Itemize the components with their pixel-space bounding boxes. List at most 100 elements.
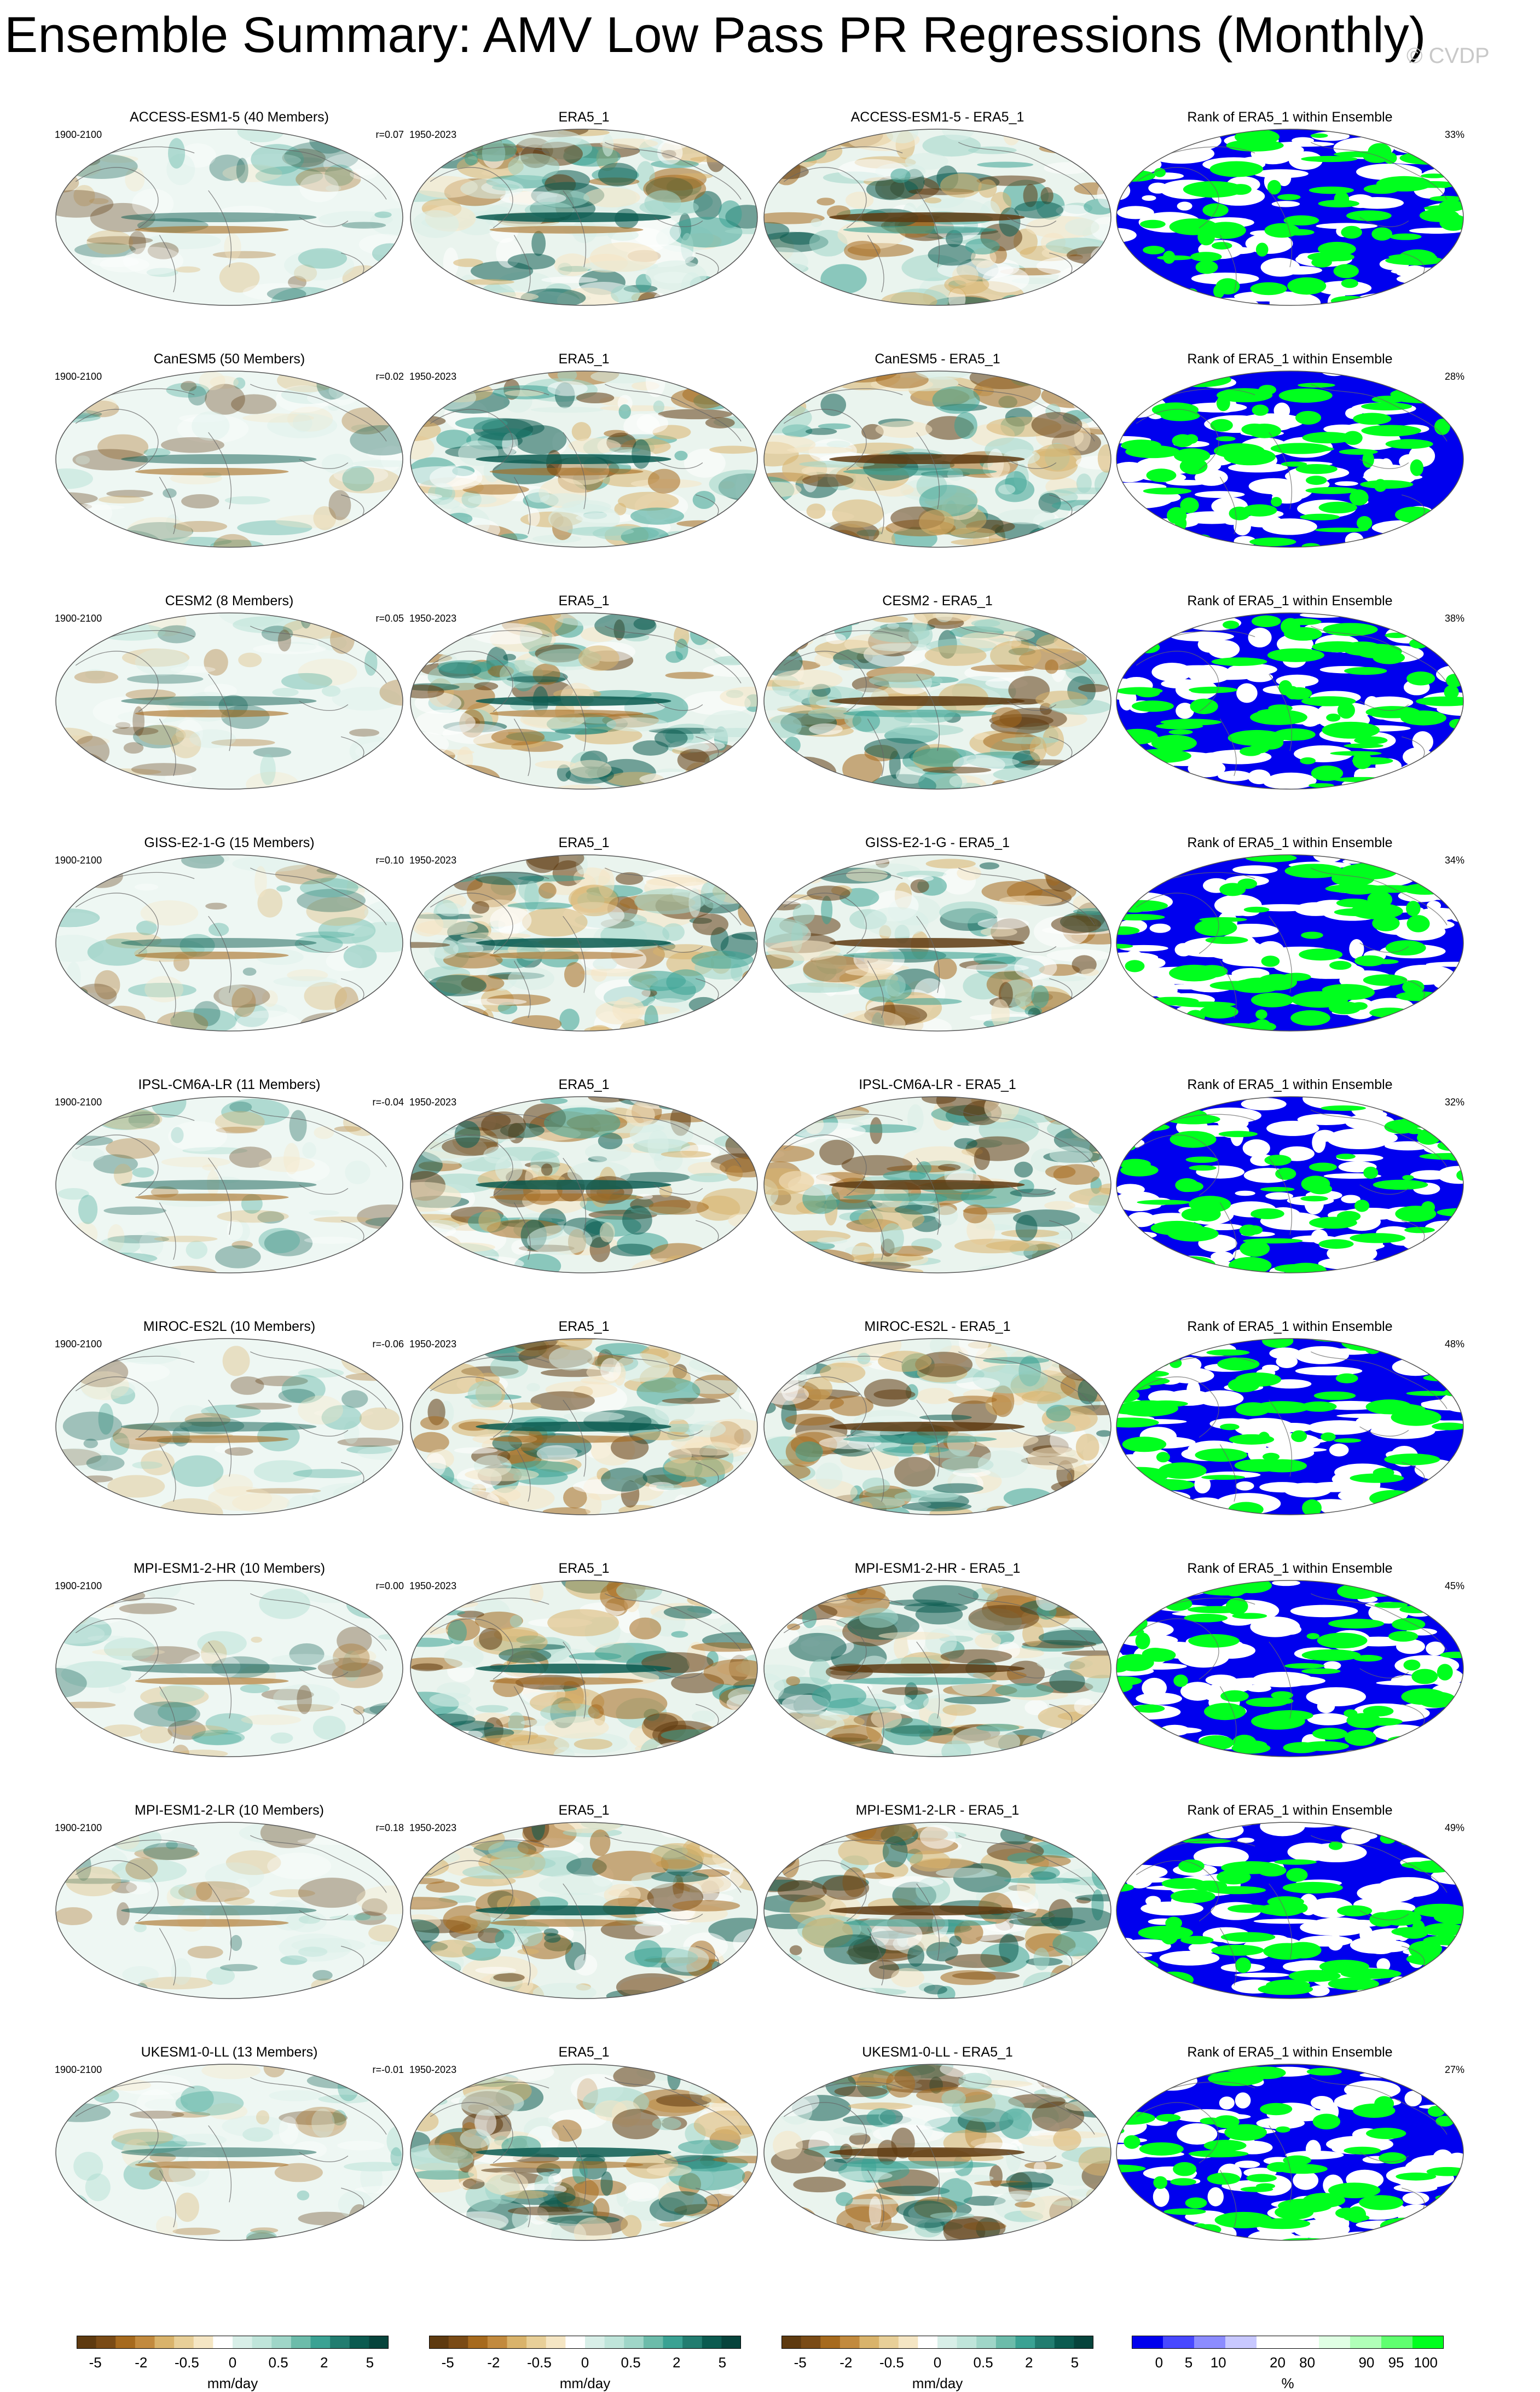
- panel-title: CESM2 (8 Members): [55, 593, 404, 609]
- panel-title: ERA5_1: [409, 1561, 759, 1577]
- colorbar-swatch: [194, 2336, 213, 2349]
- panel-title: Rank of ERA5_1 within Ensemble: [1115, 1803, 1464, 1818]
- colorbar-swatch: [1350, 2336, 1382, 2349]
- panel-title: GISS-E2-1-G (15 Members): [55, 835, 404, 851]
- panel-title: MIROC-ES2L - ERA5_1: [763, 1319, 1112, 1335]
- colorbar-swatch: [507, 2336, 527, 2349]
- colorbar-swatch: [233, 2336, 252, 2349]
- rank-map: [1115, 128, 1464, 306]
- colorbar-swatch: [721, 2336, 741, 2349]
- colorbar-swatch: [1132, 2336, 1163, 2349]
- panel-title: Rank of ERA5_1 within Ensemble: [1115, 1077, 1464, 1093]
- colorbar-tick-label: 80: [1299, 2354, 1315, 2371]
- colorbar-swatch: [781, 2336, 801, 2349]
- panel-title: GISS-E2-1-G - ERA5_1: [763, 835, 1112, 851]
- colorbar-tick-label: -5: [794, 2354, 807, 2371]
- rank-map: [1115, 1337, 1464, 1516]
- colorbar-swatches: [77, 2336, 389, 2349]
- colorbar-swatch: [840, 2336, 860, 2349]
- colorbar-swatch: [937, 2336, 957, 2349]
- panel-title: ERA5_1: [409, 1803, 759, 1818]
- colorbar-swatch: [1194, 2336, 1226, 2349]
- regression-map: [55, 1579, 404, 1758]
- colorbar-tick-label: -2: [135, 2354, 147, 2371]
- panel-title: Rank of ERA5_1 within Ensemble: [1115, 835, 1464, 851]
- rank-map: [1115, 1579, 1464, 1758]
- regression-map: [55, 612, 404, 790]
- colorbar-swatch: [1074, 2336, 1093, 2349]
- colorbar-swatch: [682, 2336, 702, 2349]
- colorbar-swatch: [96, 2336, 116, 2349]
- rank-map: [1115, 370, 1464, 548]
- panel-title: ERA5_1: [409, 109, 759, 125]
- colorbar-swatch: [1163, 2336, 1195, 2349]
- regression-map: [409, 1821, 759, 2000]
- panel-title: CanESM5 - ERA5_1: [763, 351, 1112, 367]
- panel-title: IPSL-CM6A-LR - ERA5_1: [763, 1077, 1112, 1093]
- colorbar-tick-label: 2: [673, 2354, 680, 2371]
- colorbar-swatch: [1055, 2336, 1074, 2349]
- colorbar-tick-label: -0.5: [879, 2354, 904, 2371]
- regression-map: [763, 128, 1112, 306]
- colorbar-tick-label: -0.5: [527, 2354, 552, 2371]
- panel-title: UKESM1-0-LL (13 Members): [55, 2045, 404, 2060]
- colorbar-swatches: [781, 2336, 1093, 2349]
- colorbar-tick-label: -0.5: [175, 2354, 199, 2371]
- panel-title: MPI-ESM1-2-LR - ERA5_1: [763, 1803, 1112, 1818]
- colorbar-swatch: [860, 2336, 879, 2349]
- regression-map: [55, 2063, 404, 2242]
- colorbar-tick-label: 100: [1414, 2354, 1438, 2371]
- colorbar-swatch: [918, 2336, 937, 2349]
- regression-map: [409, 1096, 759, 1274]
- rank-map: [1115, 612, 1464, 790]
- colorbar-tick-label: 2: [1025, 2354, 1033, 2371]
- colorbar-swatch: [976, 2336, 996, 2349]
- colorbar-unit: mm/day: [912, 2375, 963, 2392]
- panel-title: Rank of ERA5_1 within Ensemble: [1115, 2045, 1464, 2060]
- colorbar-swatch: [820, 2336, 840, 2349]
- colorbar-swatch: [899, 2336, 918, 2349]
- regression-map: [409, 370, 759, 548]
- colorbar-swatch: [957, 2336, 977, 2349]
- colorbar-tick-label: 10: [1211, 2354, 1226, 2371]
- colorbar-swatch: [624, 2336, 644, 2349]
- regression-map: [55, 1096, 404, 1274]
- colorbar-swatch: [77, 2336, 96, 2349]
- colorbar-swatch: [879, 2336, 899, 2349]
- colorbar-tick-label: 90: [1358, 2354, 1374, 2371]
- regression-map: [409, 854, 759, 1032]
- colorbar-tick-label: 20: [1270, 2354, 1286, 2371]
- colorbar-swatch: [174, 2336, 194, 2349]
- colorbar-tick-label: 0.5: [974, 2354, 993, 2371]
- panel-title: Rank of ERA5_1 within Ensemble: [1115, 593, 1464, 609]
- diff-panel: UKESM1-0-LL - ERA5_1: [763, 2045, 1112, 2242]
- colorbar-tick-label: -2: [840, 2354, 852, 2371]
- colorbar-swatch: [1412, 2336, 1444, 2349]
- diff-panel: CanESM5 - ERA5_1: [763, 351, 1112, 548]
- colorbar-tick-label: 0: [1155, 2354, 1163, 2371]
- colorbar-swatch: [213, 2336, 233, 2349]
- colorbar-swatches: [429, 2336, 741, 2349]
- regression-map: [409, 2063, 759, 2242]
- colorbar-swatch: [155, 2336, 175, 2349]
- regression-map: [763, 1096, 1112, 1274]
- colorbar-swatch: [1016, 2336, 1035, 2349]
- panel-title: ERA5_1: [409, 1319, 759, 1335]
